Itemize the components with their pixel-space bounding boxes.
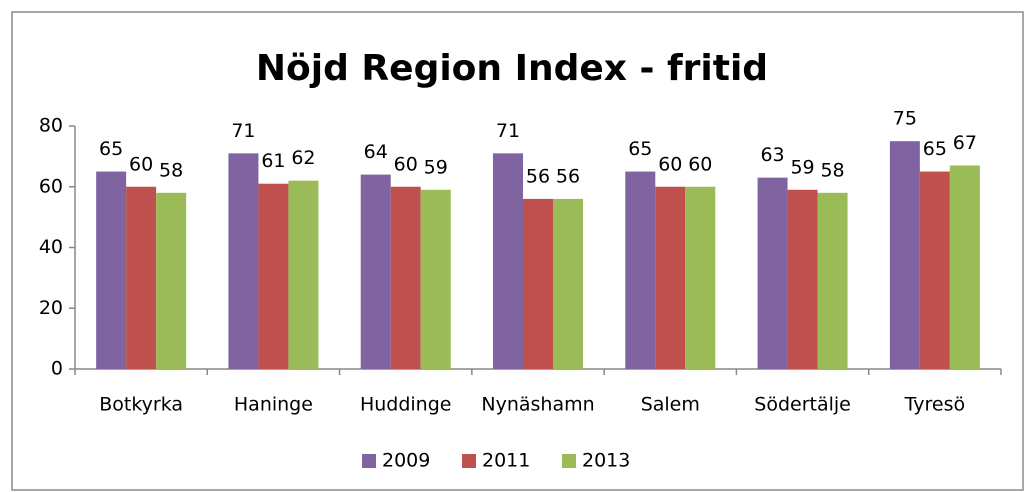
y-tick-label: 20 [39,297,63,319]
bar [360,174,391,369]
x-tick-label: Tyresö [904,394,966,416]
data-label: 60 [394,153,418,175]
y-tick-label: 80 [39,115,63,137]
data-label: 65 [628,138,652,160]
bar [258,183,289,369]
bar [757,177,788,369]
data-label: 58 [159,159,183,181]
x-tick-label: Huddinge [360,394,452,416]
y-tick-label: 40 [39,236,63,258]
bar [126,186,157,369]
bar [493,153,523,369]
data-label: 65 [923,138,947,160]
data-label: 64 [364,141,388,163]
bar [919,171,950,369]
data-label: 60 [658,153,682,175]
y-tick-label: 60 [39,175,63,197]
legend-label: 2011 [482,450,530,472]
data-label: 56 [556,165,580,187]
bar [889,141,920,369]
data-label: 59 [790,156,814,178]
bar [228,153,259,369]
bar [949,165,980,369]
bar [390,186,421,369]
x-tick-label: Södertälje [754,394,851,416]
data-label: 60 [688,153,712,175]
y-tick-label: 0 [51,358,63,380]
data-label: 71 [231,120,255,142]
data-label: 61 [261,150,285,172]
bar [96,171,127,369]
bar [655,186,686,369]
legend-label: 2009 [382,450,430,472]
bar [553,198,583,369]
data-label: 67 [953,132,977,154]
bar [625,171,656,369]
bar [288,180,319,369]
bar [156,192,187,369]
legend-swatch [562,454,576,468]
bar [817,192,848,369]
legend-swatch [462,454,476,468]
bar [523,198,553,369]
data-label: 62 [291,147,315,169]
legend-swatch [362,454,376,468]
data-label: 56 [526,165,550,187]
x-tick-label: Botkyrka [99,394,183,416]
chart-title: Nöjd Region Index - fritid [256,48,768,89]
x-tick-label: Nynäshamn [481,394,594,416]
data-label: 58 [820,159,844,181]
bar [685,186,716,369]
data-label: 60 [129,153,153,175]
data-label: 63 [760,144,784,166]
data-label: 75 [893,108,917,130]
x-tick-label: Salem [641,394,700,416]
data-label: 71 [496,120,520,142]
data-label: 59 [424,156,448,178]
bar [787,189,818,369]
x-tick-label: Haninge [234,394,313,416]
bar [420,189,451,369]
data-label: 65 [99,138,123,160]
legend-label: 2013 [582,450,630,472]
